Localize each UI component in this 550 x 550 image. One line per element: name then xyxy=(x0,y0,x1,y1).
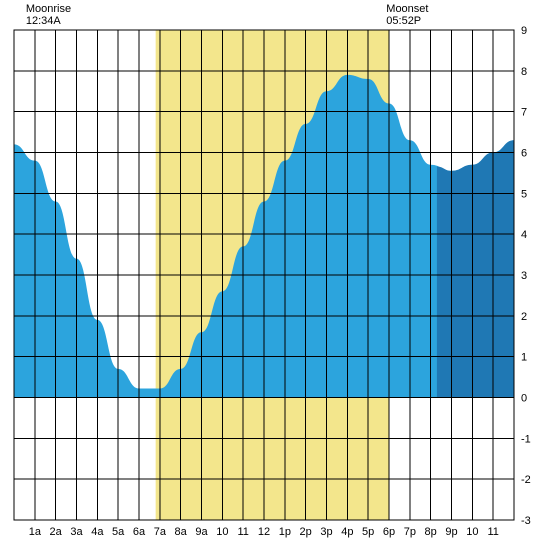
y-tick-label: 3 xyxy=(521,270,527,282)
x-tick-label: 11 xyxy=(237,526,248,538)
moonrise-label: Moonrise xyxy=(26,3,71,15)
y-tick-label: 5 xyxy=(521,188,527,200)
x-tick-label: 8a xyxy=(175,526,188,538)
x-tick-label: 8p xyxy=(425,526,437,538)
x-tick-label: 2p xyxy=(300,526,312,538)
x-tick-label: 7p xyxy=(404,526,416,538)
y-tick-label: 4 xyxy=(521,229,527,241)
x-tick-label: 5a xyxy=(112,526,125,538)
x-tick-label: 5p xyxy=(362,526,374,538)
x-tick-label: 4p xyxy=(341,526,353,538)
y-tick-label: 6 xyxy=(521,148,527,160)
tide-curve-night xyxy=(437,140,514,397)
y-tick-label: 9 xyxy=(521,25,527,37)
y-tick-label: -2 xyxy=(521,474,531,486)
x-tick-label: 12 xyxy=(258,526,270,538)
x-tick-label: 3p xyxy=(320,526,332,538)
x-tick-label: 10 xyxy=(466,526,478,538)
tide-chart: 9876543210-1-2-31a2a3a4a5a6a7a8a9a101112… xyxy=(0,0,550,550)
x-tick-label: 2a xyxy=(50,526,63,538)
y-tick-label: -1 xyxy=(521,433,531,445)
moonset-time: 05:52P xyxy=(386,15,421,27)
moonset-label: Moonset xyxy=(386,3,428,15)
x-tick-label: 9a xyxy=(195,526,208,538)
x-tick-label: 6p xyxy=(383,526,395,538)
y-tick-label: 2 xyxy=(521,311,527,323)
y-tick-label: 1 xyxy=(521,352,527,364)
x-tick-label: 9p xyxy=(445,526,457,538)
x-tick-label: 6a xyxy=(133,526,146,538)
x-tick-label: 11 xyxy=(487,526,498,538)
y-tick-label: 0 xyxy=(521,393,527,405)
chart-svg: 9876543210-1-2-31a2a3a4a5a6a7a8a9a101112… xyxy=(0,0,550,550)
x-tick-label: 7a xyxy=(154,526,167,538)
moonrise-time: 12:34A xyxy=(26,15,62,27)
x-tick-label: 1a xyxy=(29,526,42,538)
x-tick-label: 3a xyxy=(70,526,83,538)
y-tick-label: -3 xyxy=(521,515,531,527)
y-tick-label: 8 xyxy=(521,66,527,78)
x-tick-label: 1p xyxy=(279,526,291,538)
x-tick-label: 4a xyxy=(91,526,104,538)
x-tick-label: 10 xyxy=(216,526,228,538)
y-tick-label: 7 xyxy=(521,107,527,119)
